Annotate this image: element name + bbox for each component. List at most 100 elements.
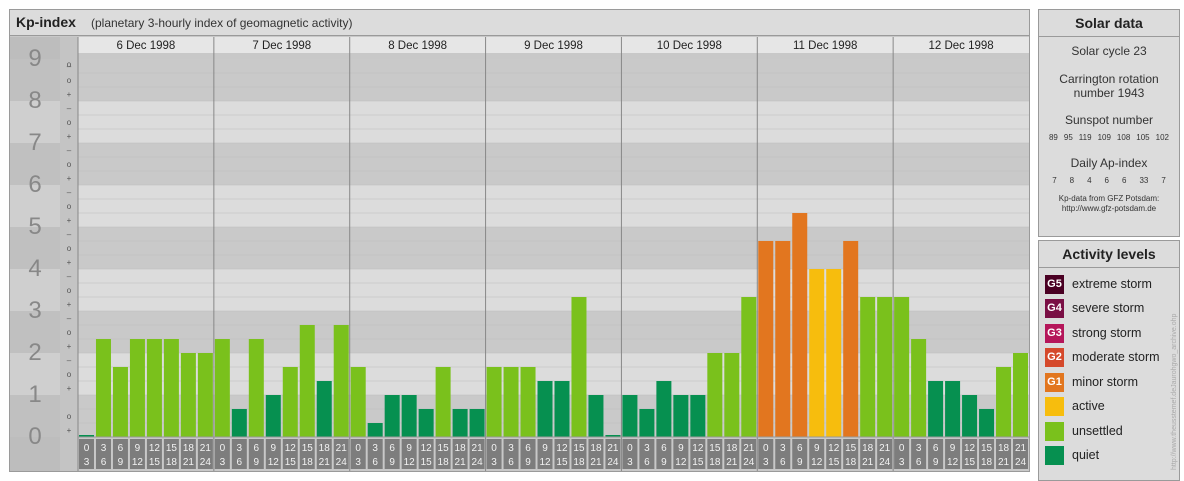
interval-start-label: 6 <box>797 443 803 454</box>
minor-tick-label: o <box>67 244 72 253</box>
interval-start-label: 15 <box>438 443 450 454</box>
legend-label: quiet <box>1072 448 1100 462</box>
interval-end-label: 21 <box>998 457 1010 468</box>
legend-swatch-g2: G2 <box>1045 347 1064 367</box>
interval-cell <box>656 439 672 469</box>
interval-start-label: 18 <box>590 443 602 454</box>
interval-cell <box>316 439 332 469</box>
interval-start-label: 21 <box>1015 443 1027 454</box>
interval-end-label: 3 <box>627 457 633 468</box>
y-tick-label: 6 <box>28 171 41 198</box>
interval-cell <box>197 439 213 469</box>
interval-end-label: 15 <box>828 457 840 468</box>
interval-end-label: 18 <box>166 457 178 468</box>
sunspot-value: 95 <box>1063 133 1073 142</box>
interval-cell <box>707 439 723 469</box>
day-label: 9 Dec 1998 <box>524 40 583 52</box>
kp-bar <box>945 381 961 437</box>
day-label: 11 Dec 1998 <box>793 40 857 52</box>
interval-cell <box>486 439 502 469</box>
kp-bar <box>214 339 230 437</box>
interval-cell <box>741 439 757 469</box>
minor-tick-label: + <box>67 132 72 141</box>
interval-start-label: 6 <box>254 443 260 454</box>
kp-bar <box>333 324 349 437</box>
interval-cell <box>452 439 468 469</box>
legend-item-g5: G5 extreme storm <box>1045 274 1152 294</box>
kp-bar <box>826 269 842 437</box>
interval-end-label: 3 <box>84 457 90 468</box>
legend-swatch-g5: G5 <box>1045 274 1064 294</box>
kp-band-7 <box>78 101 1029 143</box>
minor-tick-label: + <box>67 342 72 351</box>
sunspot-value: 89 <box>1048 133 1058 142</box>
activity-levels-box: Activity levels G5 extreme storm G4 seve… <box>1038 240 1180 481</box>
legend-swatch-g3: G3 <box>1045 323 1064 343</box>
ap-index-title: Daily Ap-index <box>1070 156 1148 170</box>
interval-end-label: 18 <box>302 457 314 468</box>
interval-cell <box>996 439 1012 469</box>
kp-bar <box>316 381 332 437</box>
interval-cell <box>78 439 94 469</box>
interval-start-label: 15 <box>981 443 993 454</box>
legend-swatch-g4: G4 <box>1045 298 1064 318</box>
minor-tick-label: o <box>67 160 72 169</box>
interval-end-label: 12 <box>268 457 280 468</box>
interval-end-label: 3 <box>763 457 769 468</box>
minor-tick-label: – <box>67 272 72 281</box>
interval-end-label: 9 <box>525 457 531 468</box>
interval-start-label: 0 <box>899 443 905 454</box>
legend-swatch-unsettled <box>1045 421 1064 441</box>
interval-start-label: 3 <box>237 443 243 454</box>
interval-cell <box>1013 439 1029 469</box>
interval-end-label: 15 <box>692 457 704 468</box>
kp-bar <box>95 339 111 437</box>
kp-bar <box>180 353 196 437</box>
ap-value: 33 <box>1139 176 1149 185</box>
interval-start-label: 9 <box>678 443 684 454</box>
kp-bar <box>928 381 944 437</box>
interval-end-label: 24 <box>607 457 619 468</box>
interval-start-label: 21 <box>472 443 484 454</box>
minor-tick-label: – <box>67 188 72 197</box>
interval-end-label: 9 <box>118 457 124 468</box>
minor-tick-label: – <box>67 104 72 113</box>
interval-end-label: 15 <box>556 457 568 468</box>
kp-bar <box>78 435 94 437</box>
interval-cell <box>350 439 366 469</box>
legend-item-g3: G3 strong storm <box>1045 323 1141 343</box>
y-axis-band-8 <box>10 59 60 101</box>
legend-label: minor storm <box>1072 375 1138 389</box>
interval-start-label: 9 <box>542 443 548 454</box>
ap-value: 7 <box>1161 176 1166 185</box>
interval-start-label: 0 <box>491 443 497 454</box>
kp-band-4 <box>78 227 1029 269</box>
interval-end-label: 12 <box>404 457 416 468</box>
interval-start-label: 15 <box>302 443 314 454</box>
kp-bar <box>197 353 213 437</box>
interval-end-label: 6 <box>508 457 514 468</box>
y-axis-band-2 <box>10 311 60 353</box>
interval-cell <box>860 439 876 469</box>
kp-bar <box>622 395 638 437</box>
kp-bar <box>673 395 689 437</box>
interval-cell <box>622 439 638 469</box>
interval-end-label: 12 <box>675 457 687 468</box>
interval-start-label: 21 <box>607 443 619 454</box>
interval-end-label: 21 <box>590 457 602 468</box>
kp-bar <box>571 297 587 437</box>
interval-end-label: 15 <box>421 457 433 468</box>
legend-label: active <box>1072 399 1105 413</box>
solar-cycle: Solar cycle 23 <box>1071 44 1147 58</box>
kp-bar <box>707 353 723 437</box>
interval-start-label: 18 <box>726 443 738 454</box>
kp-bar <box>775 240 791 437</box>
legend-label: severe storm <box>1072 301 1145 315</box>
interval-cell <box>384 439 400 469</box>
data-credit-line2[interactable]: http://www.gfz-potsdam.de <box>1061 204 1157 213</box>
interval-cell <box>588 439 604 469</box>
kp-bar <box>520 366 536 437</box>
y-tick-label: 9 <box>28 45 41 72</box>
kp-bar <box>231 408 247 437</box>
kp-bar <box>639 408 655 437</box>
